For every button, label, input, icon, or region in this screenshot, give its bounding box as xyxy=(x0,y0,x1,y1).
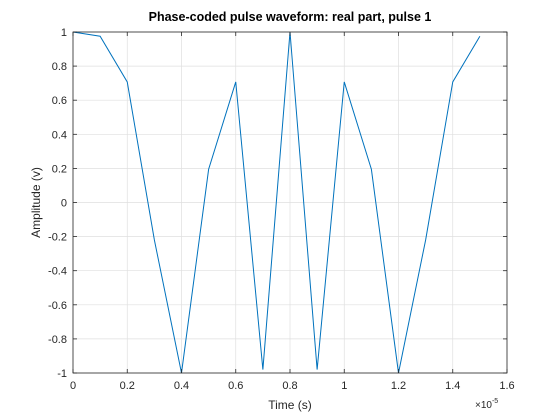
chart-title: Phase-coded pulse waveform: real part, p… xyxy=(149,10,432,24)
y-tick-label: -0.2 xyxy=(48,232,67,244)
series-layer xyxy=(72,31,481,374)
x-tick-label: 0 xyxy=(70,380,76,392)
y-tick-label: 0.4 xyxy=(52,129,67,141)
x-tick-label: 0.2 xyxy=(120,380,135,392)
y-tick-label: -0.4 xyxy=(48,266,67,278)
x-axis-exponent: ×10-5 xyxy=(475,398,498,411)
y-tick-label: 0.8 xyxy=(52,61,67,73)
x-tick-label: 0.8 xyxy=(282,380,297,392)
grid xyxy=(72,31,508,374)
x-tick-label: 0.4 xyxy=(174,380,189,392)
y-tick-label: 1 xyxy=(61,27,67,39)
y-axis-label: Amplitude (v) xyxy=(29,167,43,238)
tick-labels: 0 0.2 0.4 0.6 0.8 1 1.2 1.4 1.6 1 0.8 0.6 0.4 0.2 0 -0.… xyxy=(48,27,515,392)
y-tick-label: -0.8 xyxy=(48,334,67,346)
y-tick-label: 0.2 xyxy=(52,163,67,175)
x-tick-label: 1.2 xyxy=(391,380,406,392)
x-axis-label: Time (s) xyxy=(268,398,312,412)
y-tick-label: -0.6 xyxy=(48,300,67,312)
x-tick-label: 1.4 xyxy=(445,380,460,392)
x-tick-label: 1.6 xyxy=(499,380,514,392)
x-tick-label: 0.6 xyxy=(228,380,243,392)
y-tick-label: 0 xyxy=(61,198,67,210)
x-axis-exponent-power: -5 xyxy=(492,398,498,405)
x-axis-exponent-base: ×10 xyxy=(475,400,492,411)
y-tick-label: -1 xyxy=(57,368,67,380)
y-tick-label: 0.6 xyxy=(52,95,67,107)
x-tick-label: 1 xyxy=(341,380,347,392)
ticks xyxy=(72,31,508,374)
series-line-1 xyxy=(72,31,481,374)
